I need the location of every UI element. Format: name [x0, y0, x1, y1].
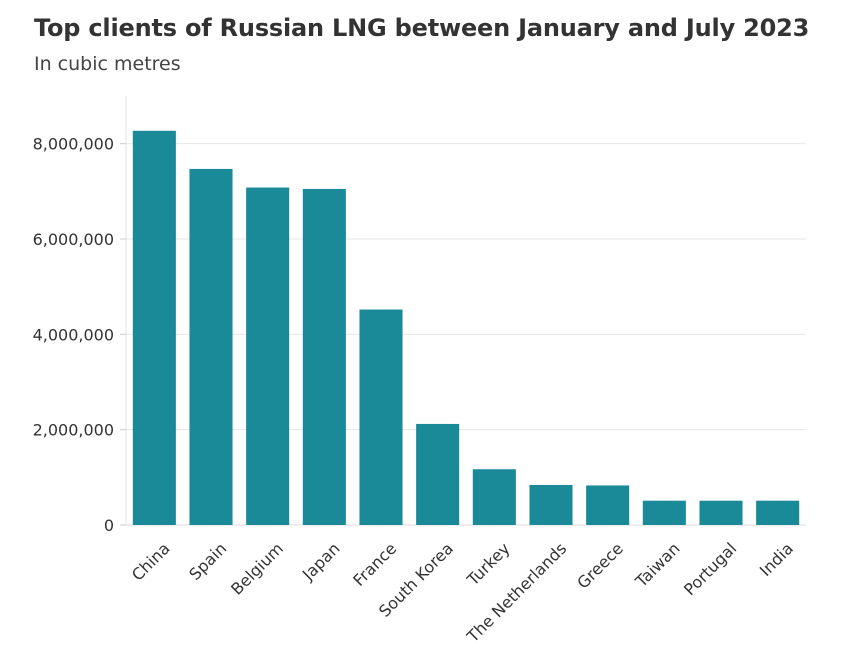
y-axis: 0 2,000,000 4,000,000 6,000,000 8,000,000	[33, 135, 126, 535]
bar-the-netherlands[interactable]	[529, 484, 573, 525]
x-tick-label: France	[349, 539, 400, 590]
y-tick-label: 8,000,000	[33, 135, 114, 154]
bars	[132, 130, 800, 525]
x-tick-label: Taiwan	[631, 539, 684, 592]
bar-taiwan[interactable]	[642, 500, 686, 525]
x-tick-label: India	[756, 539, 797, 580]
x-tick-label: Greece	[573, 539, 627, 593]
bar-spain[interactable]	[189, 168, 233, 525]
bar-greece[interactable]	[586, 485, 630, 525]
bar-south-korea[interactable]	[416, 423, 460, 525]
bar-japan[interactable]	[302, 188, 346, 525]
x-tick-label: Belgium	[227, 539, 287, 599]
chart-title: Top clients of Russian LNG between Janua…	[34, 14, 810, 42]
x-tick-label: Turkey	[463, 539, 514, 590]
x-tick-label: Portugal	[680, 539, 740, 599]
chart-subtitle: In cubic metres	[34, 53, 181, 75]
bar-india[interactable]	[756, 500, 800, 525]
y-tick-label: 2,000,000	[33, 421, 114, 440]
y-tick-label: 0	[104, 516, 114, 535]
x-tick-label: The Netherlands	[463, 539, 571, 647]
bar-france[interactable]	[359, 309, 403, 525]
x-tick-label: Japan	[298, 539, 344, 585]
x-tick-label: Spain	[185, 539, 230, 584]
bar-china[interactable]	[132, 130, 176, 525]
y-tick-label: 6,000,000	[33, 230, 114, 249]
bar-belgium[interactable]	[246, 187, 290, 525]
gridlines	[126, 143, 806, 526]
y-tick-label: 4,000,000	[33, 325, 114, 344]
bar-turkey[interactable]	[472, 469, 516, 525]
x-tick-label: China	[128, 539, 174, 585]
bar-portugal[interactable]	[699, 500, 743, 525]
